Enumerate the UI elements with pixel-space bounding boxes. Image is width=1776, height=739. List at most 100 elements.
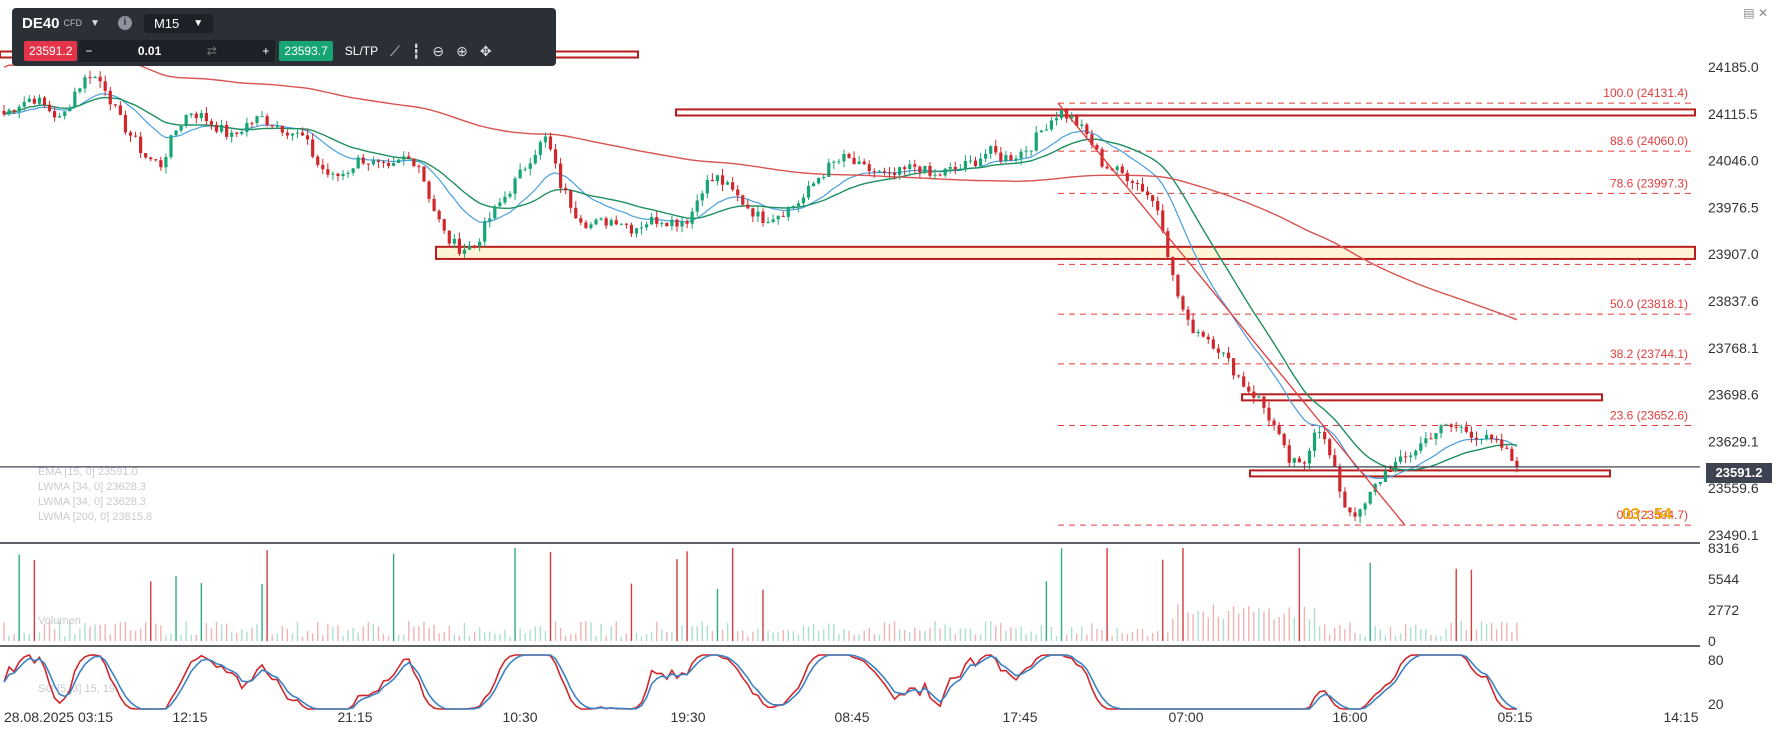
maximize-icon[interactable]: ▤ — [1743, 6, 1755, 20]
time-tick-label: 10:30 — [502, 709, 537, 725]
candle-body — [1343, 491, 1347, 508]
swap-icon[interactable]: ⇄ — [206, 44, 217, 58]
candle-body — [442, 219, 446, 231]
info-icon[interactable]: i — [117, 16, 132, 30]
timeframe-value: M15 — [153, 15, 180, 31]
candle-body — [1242, 376, 1246, 387]
candle-body — [235, 132, 239, 134]
candle-body — [457, 238, 461, 254]
quantity-stepper[interactable]: − 0.01 ⇄ + — [79, 40, 276, 62]
candle-body — [533, 154, 537, 164]
candle-body — [1287, 445, 1291, 463]
candle-body — [685, 221, 689, 224]
fibonacci-retracement[interactable]: 100.0 (24131.4) 88.6 (24060.0) 78.6 (23997… — [1058, 86, 1692, 526]
candle-body — [710, 179, 714, 182]
candle-body — [1161, 210, 1165, 232]
chevron-down-icon[interactable]: ▼ — [90, 17, 100, 29]
candle-body — [275, 125, 279, 127]
fib-level-label: 38.2 (23744.1) — [1610, 347, 1688, 361]
candle-body — [1348, 507, 1352, 513]
support-resistance-zones[interactable] — [0, 50, 1696, 478]
decrement-button[interactable]: − — [85, 44, 93, 58]
candle-body — [361, 157, 365, 164]
zoom-out-icon[interactable]: ⊖ — [432, 42, 445, 59]
trading-toolbar: DE40 CFD ▼ i M15 ▼ 23591.2 − 0.01 ⇄ + 23… — [12, 8, 556, 66]
candle-body — [1302, 462, 1307, 464]
candle-body — [17, 106, 21, 112]
timeframe-select[interactable]: M15 ▼ — [143, 13, 214, 33]
candle-body — [1181, 296, 1185, 310]
candle-body — [892, 172, 897, 175]
legend-stochastic: SO [5, 3] 15, 19 — [38, 683, 116, 695]
candle-body — [771, 219, 775, 222]
candle-body — [1115, 166, 1119, 170]
zoom-in-icon[interactable]: ⊕ — [456, 42, 468, 59]
candle-body — [1439, 425, 1443, 434]
fib-level-label: 100.0 (24131.4) — [1603, 86, 1688, 100]
candles-icon[interactable]: ┇ — [411, 42, 421, 59]
time-tick-label: 16:00 — [1332, 709, 1367, 725]
candle-body — [650, 217, 654, 225]
candle-body — [589, 224, 593, 228]
trend-line[interactable] — [1057, 102, 1406, 526]
price-tick-label: 23976.5 — [1708, 199, 1759, 215]
candle-body — [1105, 166, 1109, 169]
candle-body — [1049, 120, 1054, 130]
candle-body — [285, 132, 289, 136]
candle-body — [1211, 339, 1215, 349]
candle-body — [655, 217, 659, 224]
price-tick-label: 23490.1 — [1708, 527, 1759, 543]
candle-body — [1095, 144, 1099, 150]
candle-body — [913, 164, 917, 167]
quantity-value[interactable]: 0.01 — [137, 44, 162, 58]
candle-body — [1277, 425, 1281, 434]
candle-body — [923, 165, 927, 173]
sell-price-button[interactable]: 23591.2 — [24, 41, 78, 61]
stochastic-tick-label: 80 — [1708, 652, 1724, 668]
increment-button[interactable]: + — [262, 44, 270, 58]
candle-body — [1474, 437, 1479, 440]
candle-body — [265, 116, 269, 125]
symbol-name[interactable]: DE40 — [22, 14, 60, 32]
time-tick-label: 14:15 — [1663, 709, 1698, 725]
candle-body — [1388, 471, 1393, 473]
candle-body — [548, 136, 553, 150]
candle-body — [543, 136, 548, 143]
candle-body — [467, 245, 472, 250]
candle-body — [1166, 231, 1170, 258]
candle-body — [422, 166, 426, 182]
candle-body — [1318, 432, 1322, 434]
line-chart-icon[interactable]: ⟋ — [390, 42, 400, 59]
candle-body — [887, 172, 892, 174]
candle-body — [720, 175, 725, 185]
price-tick-label: 23837.6 — [1708, 293, 1759, 309]
candle-body — [1039, 130, 1043, 133]
candle-body — [1140, 183, 1145, 192]
close-icon[interactable]: ✕ — [1757, 6, 1768, 20]
buy-price-button[interactable]: 23593.7 — [279, 41, 333, 61]
candle-body — [483, 221, 487, 242]
candle-body — [118, 105, 122, 115]
stochastic-d-line — [3, 654, 1518, 710]
candle-body — [812, 183, 816, 186]
price-zone — [435, 245, 1696, 260]
time-tick-label: 12:15 — [172, 709, 207, 725]
legend-ema: EMA [15, 0] 23591.0 — [38, 466, 138, 478]
candle-body — [133, 135, 138, 137]
candle-body — [22, 101, 26, 107]
candle-body — [113, 104, 117, 106]
candle-body — [63, 111, 67, 117]
candle-body — [1054, 118, 1059, 121]
move-icon[interactable]: ✥ — [479, 42, 492, 59]
sltp-button[interactable]: SL/TP — [344, 44, 379, 58]
candle-body — [1135, 182, 1140, 184]
legend-lwma-34b: LWMA [34, 0] 23628.3 — [38, 496, 147, 508]
candle-body — [852, 157, 856, 165]
candle-body — [417, 166, 421, 168]
time-tick-label: 08:45 — [834, 709, 869, 725]
candle-body — [381, 161, 386, 163]
candle-body — [1120, 166, 1124, 173]
volume-tick-label: 8316 — [1708, 540, 1739, 556]
candle-body — [872, 171, 876, 173]
